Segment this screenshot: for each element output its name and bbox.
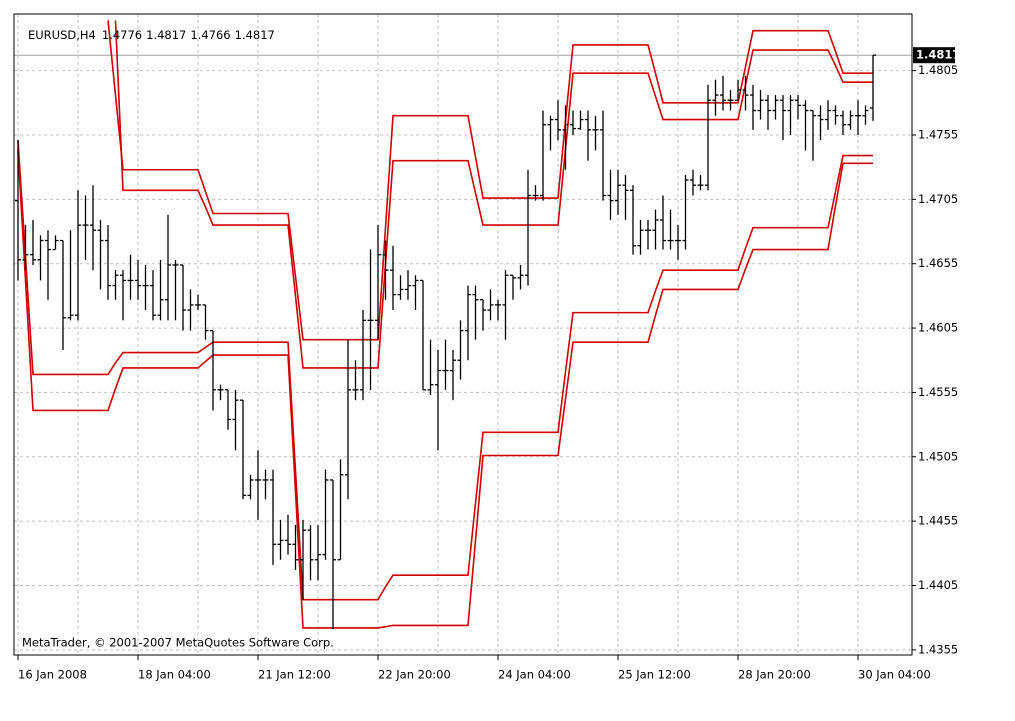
y-tick-label: 1.4755 xyxy=(918,127,958,141)
plot-frame xyxy=(13,13,913,656)
x-tick-label: 28 Jan 20:00 xyxy=(738,668,811,682)
y-tick-label: 1.4455 xyxy=(918,514,958,528)
copyright: MetaTrader, © 2001-2007 MetaQuotes Softw… xyxy=(22,636,334,650)
y-tick-label: 1.4355 xyxy=(918,642,958,656)
price-label: 1.4817 xyxy=(916,48,960,62)
y-tick-label: 1.4505 xyxy=(918,449,958,463)
y-tick-label: 1.4555 xyxy=(918,385,958,399)
price-box xyxy=(913,47,955,64)
chart-header: EURUSD,H4 1.4776 1.4817 1.4766 1.4817 xyxy=(28,28,275,42)
y-tick-label: 1.4705 xyxy=(918,192,958,206)
header-high: 1.4817 xyxy=(146,28,186,42)
x-tick-label: 18 Jan 04:00 xyxy=(138,668,211,682)
x-tick-label: 30 Jan 04:00 xyxy=(858,668,931,682)
y-tick-label: 1.4655 xyxy=(918,256,958,270)
channel-line xyxy=(17,140,873,601)
header-close: 1.4817 xyxy=(235,28,275,42)
x-tick-label: 21 Jan 12:00 xyxy=(258,668,331,682)
x-tick-label: 24 Jan 04:00 xyxy=(498,668,571,682)
y-tick-label: 1.4605 xyxy=(918,321,958,335)
x-tick-label: 22 Jan 20:00 xyxy=(378,668,451,682)
channel-line xyxy=(17,150,873,629)
x-tick-label: 25 Jan 12:00 xyxy=(618,668,691,682)
symbol: EURUSD,H4 xyxy=(28,28,96,42)
header-open: 1.4776 xyxy=(102,28,142,42)
channel-line xyxy=(114,20,873,369)
header-low: 1.4766 xyxy=(190,28,230,42)
y-tick-label: 1.4405 xyxy=(918,578,958,592)
channel-line xyxy=(107,20,873,341)
y-tick-label: 1.4805 xyxy=(918,63,958,77)
x-tick-label: 16 Jan 2008 xyxy=(18,668,87,682)
